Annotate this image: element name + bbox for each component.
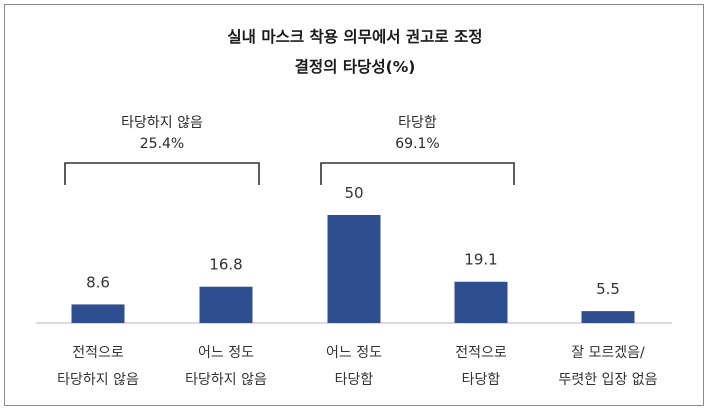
category-label: 뚜렷한 입장 없음 (558, 372, 657, 388)
group-value-label: 69.1% (395, 136, 439, 152)
bar (327, 215, 381, 323)
bar (454, 281, 508, 323)
group-bracket (320, 162, 515, 185)
data-label: 16.8 (209, 256, 242, 274)
group-label: 타당함 (398, 115, 437, 131)
data-label: 5.5 (596, 280, 620, 298)
data-label: 50 (344, 184, 363, 202)
bar (199, 286, 253, 323)
data-label: 8.6 (86, 273, 110, 291)
category-label: 어느 정도 (326, 345, 382, 361)
category-label: 타당함 (335, 372, 374, 388)
chart-title-line: 실내 마스크 착용 의무에서 권고로 조정 (227, 27, 482, 46)
group-label: 타당하지 않음 (121, 115, 203, 131)
group-value-label: 25.4% (140, 136, 184, 152)
group-bracket (64, 162, 260, 185)
data-label: 19.1 (464, 251, 497, 269)
category-label: 어느 정도 (198, 345, 254, 361)
category-label: 타당하지 않음 (185, 372, 267, 388)
category-label: 전적으로 (455, 345, 507, 361)
bar (71, 304, 125, 323)
chart-title-line: 결정의 타당성(%) (295, 58, 416, 76)
category-label: 타당하지 않음 (57, 372, 139, 388)
chart-frame (4, 4, 704, 406)
bar (581, 311, 635, 323)
category-label: 전적으로 (72, 345, 124, 361)
category-label: 잘 모르겠음/ (571, 345, 645, 361)
category-label: 타당함 (462, 372, 501, 388)
